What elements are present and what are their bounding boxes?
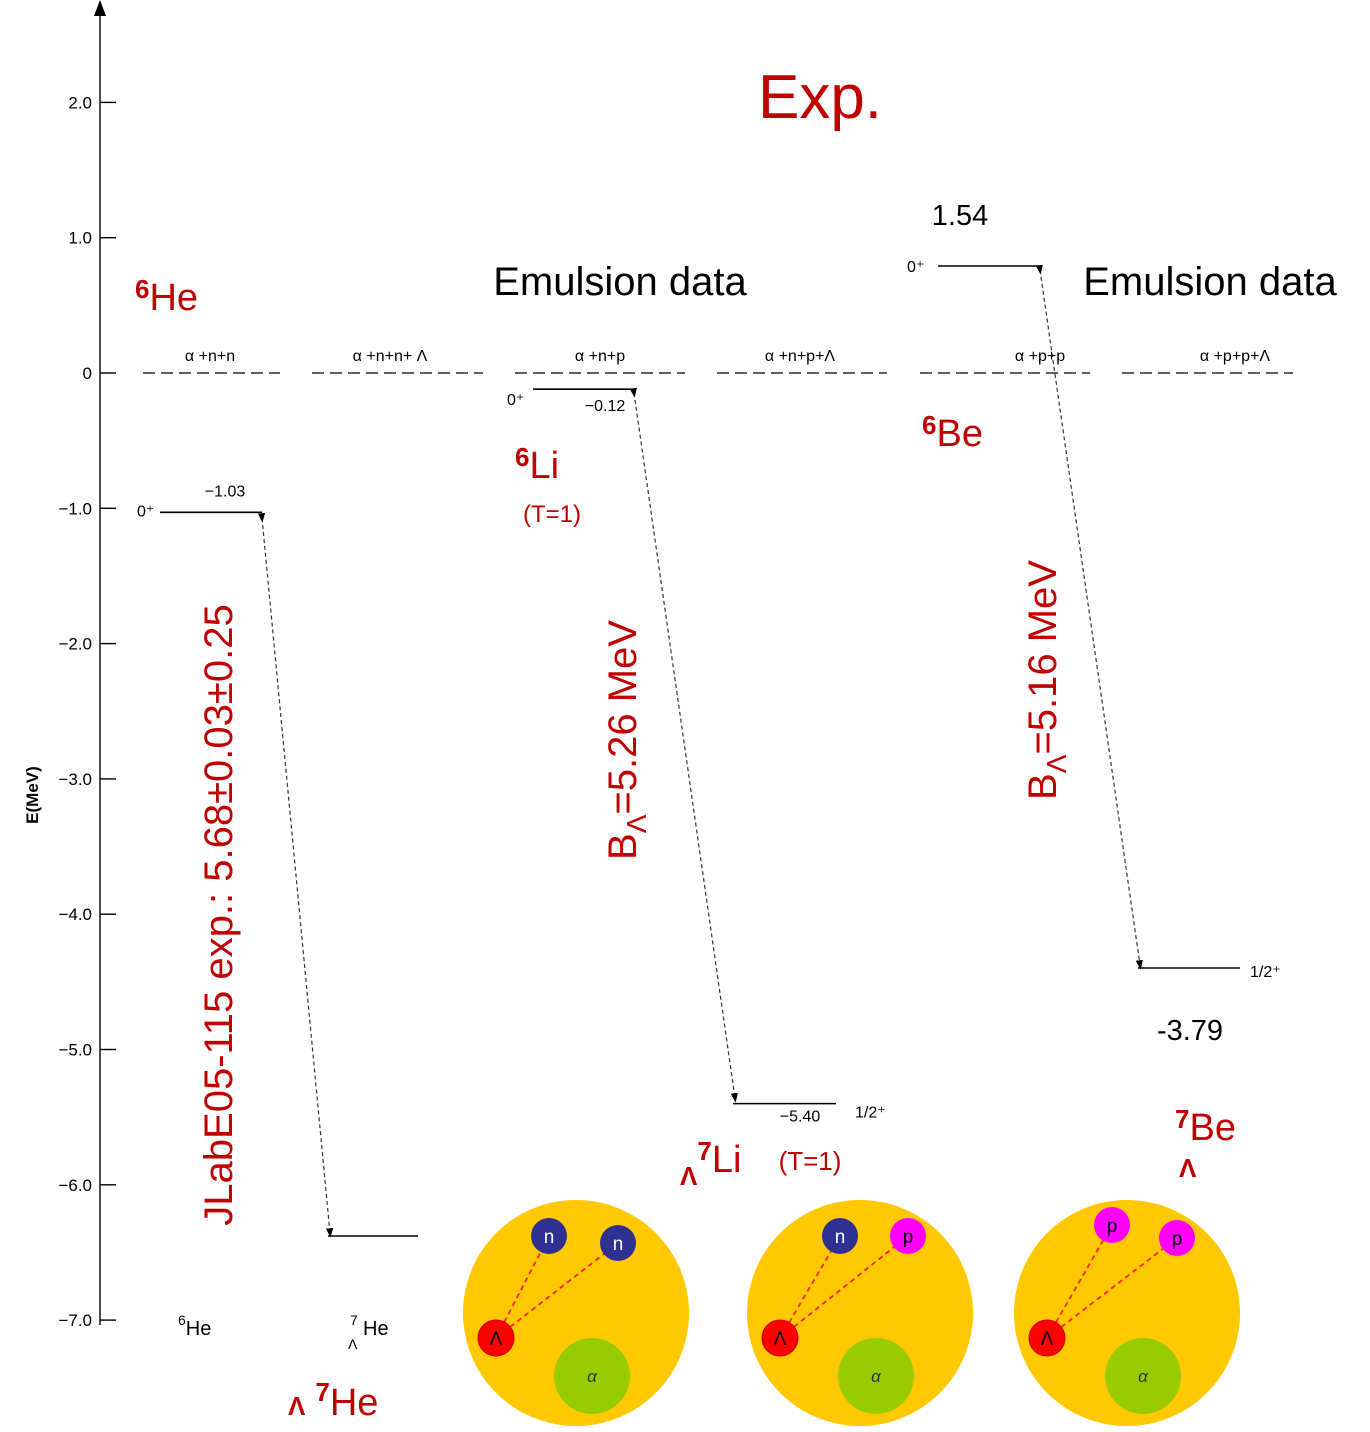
tick-label: −2.0	[58, 635, 92, 654]
tick-label: −5.0	[58, 1041, 92, 1060]
channel-label: α +n+p+Λ	[765, 348, 836, 365]
lambda-label: Λ	[774, 1329, 787, 1350]
axis-label: E(MeV)	[23, 766, 42, 824]
nucleus-label: 6Li	[515, 442, 559, 487]
ticks: 2.0 1.0 0 −1.0 −2.0 −3.0 −4.0 −5.0 −6.0 −7.0	[58, 93, 116, 1330]
binding-energy: BΛ=5.26 MeV	[601, 620, 652, 860]
lambda-label: Λ	[490, 1329, 503, 1350]
alpha-label: α	[1138, 1367, 1149, 1386]
tick-label: −3.0	[58, 770, 92, 789]
spin-label: 1/2⁺	[1250, 964, 1281, 981]
transition	[262, 518, 330, 1233]
measurement: JLabE05-115 exp.: 5.68±0.03±0.25	[197, 604, 241, 1225]
axis-arrow	[94, 0, 106, 16]
nucleon-label: p	[1172, 1229, 1183, 1250]
nucleon-label: p	[1107, 1216, 1118, 1237]
tick-label: 1.0	[68, 229, 92, 248]
energy-label: −1.03	[205, 483, 246, 500]
channel-label: α +p+p	[1015, 348, 1065, 365]
nucleus-label: 6Be	[922, 410, 983, 455]
level-diagram: E(MeV) 2.0 1.0 0 −1.0 −2.0 −3.0 −4.0 −5.0 −6.0 −7…	[0, 0, 1370, 1432]
spin-label: 0⁺	[507, 392, 524, 409]
tick-label: −6.0	[58, 1176, 92, 1195]
channels: α +n+n α +n+n+ Λ α +n+p α +n+p+Λ α +p+p …	[143, 348, 1293, 373]
nucleon-label: n	[835, 1227, 846, 1248]
lambda-label: Λ	[1041, 1329, 1054, 1350]
binding-energy: BΛ=5.16 MeV	[1021, 560, 1072, 800]
channel-label: α +n+p	[575, 348, 625, 365]
tick-label: −1.0	[58, 499, 92, 518]
tick-label: −4.0	[58, 905, 92, 924]
tick-label: 2.0	[68, 93, 92, 112]
levels: −1.03 0⁺ −0.12 0⁺ −5.40 1/2⁺	[137, 389, 886, 1125]
spin-label: 0⁺	[907, 259, 924, 276]
annotation: Emulsion data	[493, 260, 747, 304]
clusters: α Λn n α Λn p α Λp p	[463, 1200, 1240, 1426]
nucleon-label: p	[903, 1227, 914, 1248]
channel-label: α +p+p+Λ	[1200, 348, 1271, 365]
energy-label: −5.40	[780, 1109, 821, 1126]
nucleon-label: n	[544, 1227, 555, 1248]
spin-label: 1/2⁺	[855, 1105, 886, 1122]
channel-label: α +n+n+ Λ	[353, 348, 428, 365]
transition	[634, 393, 735, 1098]
tick-label: −7.0	[58, 1311, 92, 1330]
annotation: -3.79	[1157, 1015, 1223, 1047]
energy-label: −0.12	[585, 398, 626, 415]
annotation: 1.54	[932, 200, 988, 232]
nucleus-label: 7Be	[1175, 1104, 1236, 1149]
alpha-label: α	[587, 1367, 598, 1386]
tick-label: 0	[83, 364, 92, 383]
bottom-label: 6He	[178, 1312, 211, 1340]
isospin-note: (T=1)	[523, 501, 581, 528]
title: Exp.	[758, 63, 882, 132]
spin-label: 0⁺	[137, 503, 154, 520]
channel-label: α +n+n	[185, 348, 235, 365]
alpha-label: α	[871, 1367, 882, 1386]
nucleus-label: Λ7Li	[680, 1136, 741, 1191]
isospin-note: (T=1)	[779, 1146, 842, 1176]
annotation: Emulsion data	[1083, 260, 1337, 304]
nucleus-label: 6He	[135, 274, 198, 319]
hyperon-label: Λ	[1179, 1153, 1197, 1183]
nucleon-label: n	[613, 1234, 624, 1255]
